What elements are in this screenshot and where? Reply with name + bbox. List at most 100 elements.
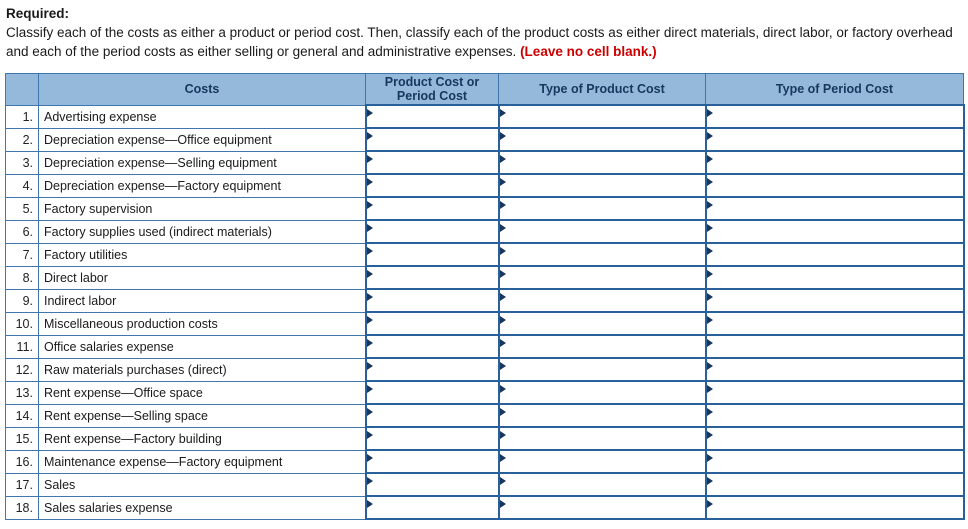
dropdown-arrow-icon bbox=[499, 201, 506, 210]
product-or-period-cost-cell[interactable] bbox=[364, 173, 500, 199]
type-of-product-cost-cell[interactable] bbox=[497, 334, 707, 360]
dropdown-arrow-icon bbox=[366, 500, 373, 509]
product-or-period-cost-cell[interactable] bbox=[364, 150, 500, 176]
type-of-period-cost-cell[interactable] bbox=[704, 426, 965, 452]
product-or-period-cost-cell[interactable] bbox=[364, 472, 500, 498]
type-of-period-cost-cell[interactable] bbox=[704, 242, 965, 268]
dropdown-arrow-icon bbox=[499, 270, 506, 279]
type-of-product-cost-cell[interactable] bbox=[497, 196, 707, 222]
product-or-period-cost-cell[interactable] bbox=[364, 196, 500, 222]
dropdown-arrow-icon bbox=[366, 477, 373, 486]
type-of-product-cost-cell[interactable] bbox=[497, 242, 707, 268]
instruction-body: Classify each of the costs as either a p… bbox=[6, 24, 953, 59]
type-of-period-cost-cell[interactable] bbox=[704, 403, 965, 429]
type-of-product-cost-cell[interactable] bbox=[497, 265, 707, 291]
product-or-period-cost-cell[interactable] bbox=[364, 219, 500, 245]
row-number: 10. bbox=[5, 311, 39, 336]
type-of-product-cost-cell[interactable] bbox=[497, 380, 707, 406]
type-of-period-cost-cell[interactable] bbox=[704, 265, 965, 291]
type-of-product-cost-cell[interactable] bbox=[497, 472, 707, 498]
dropdown-arrow-icon bbox=[706, 270, 713, 279]
dropdown-arrow-icon bbox=[366, 155, 373, 164]
type-of-period-cost-cell[interactable] bbox=[704, 495, 965, 521]
type-of-product-cost-cell[interactable] bbox=[497, 104, 707, 130]
cost-label: Sales bbox=[38, 472, 366, 497]
dropdown-arrow-icon bbox=[366, 454, 373, 463]
instruction-text: Classify each of the costs as either a p… bbox=[6, 24, 956, 62]
product-or-period-cost-cell[interactable] bbox=[364, 242, 500, 268]
dropdown-arrow-icon bbox=[706, 316, 713, 325]
row-number: 8. bbox=[5, 265, 39, 290]
type-of-period-cost-cell[interactable] bbox=[704, 219, 965, 245]
dropdown-arrow-icon bbox=[366, 431, 373, 440]
table-row: 1. Advertising expense bbox=[5, 104, 965, 130]
type-of-period-cost-cell[interactable] bbox=[704, 311, 965, 337]
product-or-period-cost-cell[interactable] bbox=[364, 127, 500, 153]
dropdown-arrow-icon bbox=[366, 362, 373, 371]
type-of-product-cost-cell[interactable] bbox=[497, 173, 707, 199]
type-of-period-cost-cell[interactable] bbox=[704, 196, 965, 222]
dropdown-arrow-icon bbox=[499, 178, 506, 187]
table-row: 8. Direct labor bbox=[5, 265, 965, 291]
product-or-period-cost-cell[interactable] bbox=[364, 265, 500, 291]
type-of-product-cost-cell[interactable] bbox=[497, 311, 707, 337]
dropdown-arrow-icon bbox=[499, 155, 506, 164]
dropdown-arrow-icon bbox=[706, 385, 713, 394]
table-row: 10. Miscellaneous production costs bbox=[5, 311, 965, 337]
type-of-period-cost-cell[interactable] bbox=[704, 380, 965, 406]
product-or-period-cost-cell[interactable] bbox=[364, 426, 500, 452]
dropdown-arrow-icon bbox=[706, 477, 713, 486]
product-or-period-cost-cell[interactable] bbox=[364, 380, 500, 406]
cost-label: Depreciation expense—Factory equipment bbox=[38, 173, 366, 198]
type-of-period-cost-cell[interactable] bbox=[704, 173, 965, 199]
type-of-period-cost-cell[interactable] bbox=[704, 357, 965, 383]
product-or-period-cost-cell[interactable] bbox=[364, 357, 500, 383]
dropdown-arrow-icon bbox=[706, 339, 713, 348]
product-or-period-cost-cell[interactable] bbox=[364, 288, 500, 314]
type-of-period-cost-cell[interactable] bbox=[704, 334, 965, 360]
dropdown-arrow-icon bbox=[706, 178, 713, 187]
type-of-product-cost-cell[interactable] bbox=[497, 426, 707, 452]
type-of-period-cost-cell[interactable] bbox=[704, 288, 965, 314]
table-row: 17. Sales bbox=[5, 472, 965, 498]
type-of-product-cost-cell[interactable] bbox=[497, 449, 707, 475]
type-of-period-cost-cell[interactable] bbox=[704, 472, 965, 498]
dropdown-arrow-icon bbox=[366, 293, 373, 302]
dropdown-arrow-icon bbox=[366, 408, 373, 417]
dropdown-arrow-icon bbox=[706, 293, 713, 302]
product-or-period-cost-cell[interactable] bbox=[364, 403, 500, 429]
product-or-period-cost-cell[interactable] bbox=[364, 449, 500, 475]
type-of-product-cost-cell[interactable] bbox=[497, 150, 707, 176]
dropdown-arrow-icon bbox=[366, 132, 373, 141]
product-or-period-cost-cell[interactable] bbox=[364, 495, 500, 521]
product-or-period-cost-cell[interactable] bbox=[364, 104, 500, 130]
dropdown-arrow-icon bbox=[366, 316, 373, 325]
type-of-period-cost-cell[interactable] bbox=[704, 127, 965, 153]
cost-label: Factory supplies used (indirect material… bbox=[38, 219, 366, 244]
type-of-product-cost-cell[interactable] bbox=[497, 288, 707, 314]
row-number: 16. bbox=[5, 449, 39, 474]
type-of-period-cost-cell[interactable] bbox=[704, 150, 965, 176]
product-or-period-cost-cell[interactable] bbox=[364, 311, 500, 337]
cost-label: Rent expense—Office space bbox=[38, 380, 366, 405]
type-of-product-cost-cell[interactable] bbox=[497, 357, 707, 383]
type-of-product-cost-cell[interactable] bbox=[497, 495, 707, 521]
type-of-product-cost-cell[interactable] bbox=[497, 403, 707, 429]
dropdown-arrow-icon bbox=[366, 109, 373, 118]
dropdown-arrow-icon bbox=[366, 339, 373, 348]
type-of-period-cost-cell[interactable] bbox=[704, 104, 965, 130]
dropdown-arrow-icon bbox=[706, 431, 713, 440]
header-costs: Costs bbox=[38, 72, 366, 106]
type-of-product-cost-cell[interactable] bbox=[497, 219, 707, 245]
table-row: 5. Factory supervision bbox=[5, 196, 965, 222]
header-type-of-period-cost: Type of Period Cost bbox=[705, 72, 964, 106]
product-or-period-cost-cell[interactable] bbox=[364, 334, 500, 360]
table-row: 14. Rent expense—Selling space bbox=[5, 403, 965, 429]
row-number: 17. bbox=[5, 472, 39, 497]
type-of-product-cost-cell[interactable] bbox=[497, 127, 707, 153]
dropdown-arrow-icon bbox=[706, 201, 713, 210]
type-of-period-cost-cell[interactable] bbox=[704, 449, 965, 475]
dropdown-arrow-icon bbox=[499, 293, 506, 302]
row-number: 11. bbox=[5, 334, 39, 359]
table-row: 11. Office salaries expense bbox=[5, 334, 965, 360]
